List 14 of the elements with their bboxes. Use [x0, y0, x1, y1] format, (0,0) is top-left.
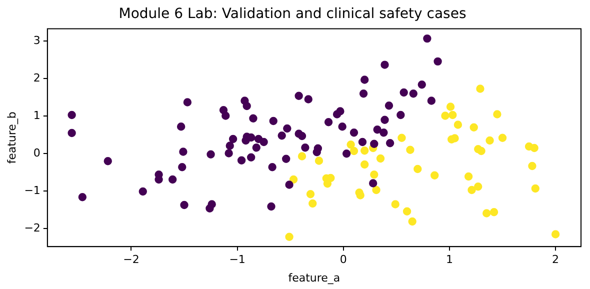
chart-title: Module 6 Lab: Validation and clinical safety cases [118, 6, 466, 22]
x-axis-title: feature_a [288, 271, 340, 284]
y-tick-label: 3 [33, 34, 40, 48]
y-tick-label: 0 [33, 146, 40, 160]
x-tick-label: 2 [552, 253, 560, 266]
x-tick-label: −2 [123, 253, 140, 266]
y-axis-title: feature_b [5, 112, 18, 164]
x-tick-label: 1 [446, 253, 453, 266]
x-tick-label: 0 [340, 253, 347, 266]
y-tick-label: 1 [33, 109, 40, 122]
y-tick-label: 2 [33, 72, 40, 85]
y-tick-label: −1 [24, 184, 40, 197]
x-tick-label: −1 [229, 253, 246, 266]
y-tick-label: −2 [24, 221, 40, 234]
